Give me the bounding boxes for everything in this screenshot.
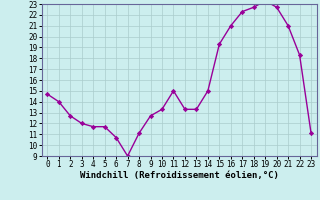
X-axis label: Windchill (Refroidissement éolien,°C): Windchill (Refroidissement éolien,°C)	[80, 171, 279, 180]
